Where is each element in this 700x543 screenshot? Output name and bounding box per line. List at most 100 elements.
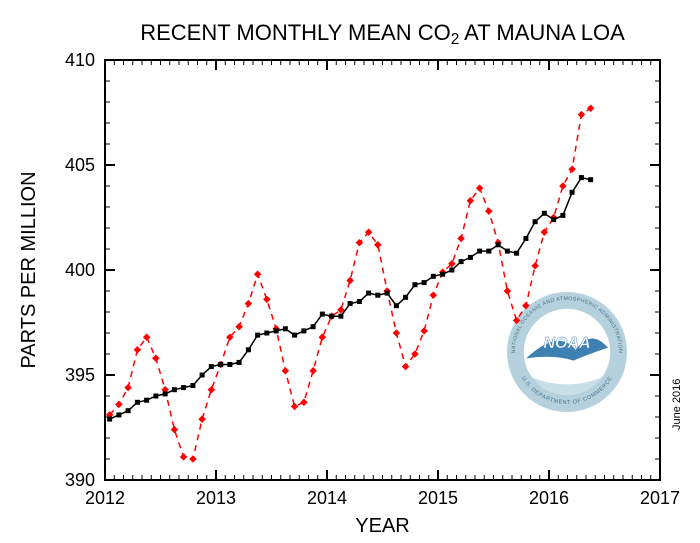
marker (348, 301, 353, 306)
noaa-logo-icon: NOAANATIONAL OCEANIC AND ATMOSPHERIC ADM… (507, 292, 627, 412)
marker (467, 197, 474, 204)
marker (385, 291, 390, 296)
marker (236, 323, 243, 330)
marker (569, 166, 576, 173)
marker (125, 384, 132, 391)
x-tick-label: 2015 (418, 488, 458, 508)
marker (107, 417, 112, 422)
marker (181, 385, 186, 390)
marker (374, 241, 381, 248)
marker (402, 363, 409, 370)
marker (254, 271, 261, 278)
x-tick-label: 2012 (85, 488, 125, 508)
marker (190, 383, 195, 388)
marker (578, 111, 585, 118)
marker (246, 347, 251, 352)
marker (421, 327, 428, 334)
marker (431, 274, 436, 279)
marker (319, 334, 326, 341)
marker (116, 412, 121, 417)
y-tick-label: 405 (65, 155, 95, 175)
marker (430, 292, 437, 299)
marker (588, 177, 593, 182)
marker (357, 299, 362, 304)
chart-svg: NOAANATIONAL OCEANIC AND ATMOSPHERIC ADM… (0, 0, 700, 543)
marker (143, 334, 150, 341)
chart-title: RECENT MONTHLY MEAN CO2 AT MAUNA LOA (140, 20, 625, 48)
marker (496, 242, 501, 247)
marker (218, 362, 223, 367)
marker (459, 259, 464, 264)
marker (514, 251, 519, 256)
marker (560, 213, 565, 218)
marker (300, 399, 307, 406)
y-axis-label: PARTS PER MILLION (18, 171, 40, 368)
marker (403, 295, 408, 300)
marker (347, 277, 354, 284)
marker (449, 268, 454, 273)
marker (227, 362, 232, 367)
marker (163, 391, 168, 396)
marker (292, 333, 297, 338)
marker (477, 249, 482, 254)
marker (533, 219, 538, 224)
marker (579, 175, 584, 180)
x-tick-label: 2016 (529, 488, 569, 508)
marker (189, 456, 196, 463)
marker (551, 217, 556, 222)
y-tick-label: 390 (65, 470, 95, 490)
marker (541, 229, 548, 236)
marker (291, 403, 298, 410)
marker (135, 400, 140, 405)
marker (366, 291, 371, 296)
marker (199, 416, 206, 423)
marker (310, 367, 317, 374)
marker (476, 185, 483, 192)
marker (485, 208, 492, 215)
marker (274, 328, 279, 333)
marker (115, 401, 122, 408)
marker (468, 255, 473, 260)
marker (180, 453, 187, 460)
x-tick-label: 2014 (307, 488, 347, 508)
marker (144, 398, 149, 403)
marker (172, 387, 177, 392)
date-stamp: June 2016 (671, 379, 683, 430)
marker (263, 296, 270, 303)
chart-container: NOAANATIONAL OCEANIC AND ATMOSPHERIC ADM… (0, 0, 700, 543)
marker (542, 211, 547, 216)
y-tick-label: 395 (65, 365, 95, 385)
x-tick-label: 2017 (640, 488, 680, 508)
y-tick-label: 400 (65, 260, 95, 280)
marker (412, 282, 417, 287)
marker (245, 300, 252, 307)
marker (422, 280, 427, 285)
marker (440, 272, 445, 277)
marker (237, 360, 242, 365)
marker (126, 408, 131, 413)
marker (171, 426, 178, 433)
marker (320, 312, 325, 317)
marker (200, 373, 205, 378)
marker (505, 249, 510, 254)
x-tick-label: 2013 (196, 488, 236, 508)
marker (282, 367, 289, 374)
marker (559, 183, 566, 190)
marker (209, 364, 214, 369)
marker (394, 303, 399, 308)
marker (255, 333, 260, 338)
x-axis-label: YEAR (355, 515, 409, 537)
marker (393, 330, 400, 337)
marker (283, 326, 288, 331)
noaa-logo-text: NOAA (543, 335, 590, 352)
marker (153, 394, 158, 399)
marker (338, 314, 343, 319)
marker (134, 346, 141, 353)
marker (329, 314, 334, 319)
marker (301, 328, 306, 333)
marker (570, 190, 575, 195)
marker (504, 288, 511, 295)
marker (311, 324, 316, 329)
marker (523, 236, 528, 241)
marker (208, 386, 215, 393)
